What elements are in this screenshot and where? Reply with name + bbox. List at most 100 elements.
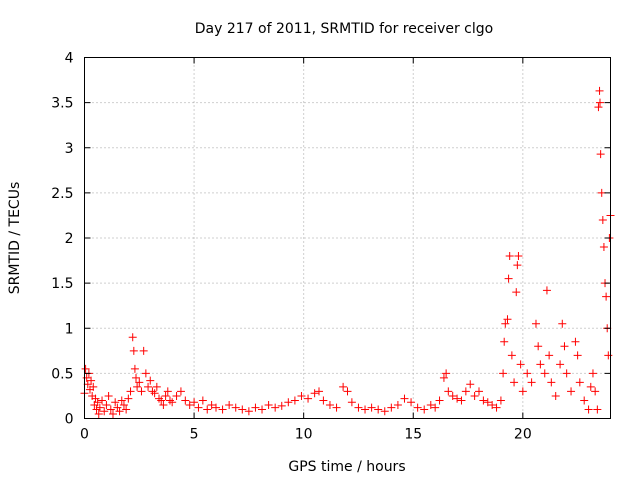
data-point: [512, 288, 521, 297]
data-point: [542, 286, 551, 295]
data-point: [596, 150, 605, 159]
data-point: [534, 342, 543, 351]
data-point: [190, 398, 199, 407]
data-point: [413, 403, 422, 412]
data-point: [203, 405, 212, 414]
data-point: [176, 387, 185, 396]
data-point: [380, 407, 389, 416]
plot-frame: [84, 57, 611, 419]
data-point: [584, 405, 593, 414]
data-point: [148, 387, 157, 396]
y-tick-labels: 0 0.5 1 1.5 2 2.5 3 3.5 4: [51, 51, 73, 428]
data-point: [531, 319, 540, 328]
data-point: [106, 405, 115, 414]
data-point: [503, 315, 512, 324]
y-tick-label: 4: [65, 51, 74, 67]
data-point: [560, 342, 569, 351]
data-point: [504, 274, 513, 283]
data-point: [284, 398, 293, 407]
axis-ticks: [84, 57, 611, 419]
data-point: [393, 400, 402, 409]
data-point: [150, 389, 159, 398]
data-point: [343, 387, 352, 396]
data-point: [453, 394, 462, 403]
y-axis-title: SRMTID / TECUs: [7, 182, 23, 295]
data-point: [567, 387, 576, 396]
data-point: [483, 398, 492, 407]
x-tick-label: 0: [80, 427, 89, 443]
data-point: [507, 351, 516, 360]
data-point: [602, 292, 611, 301]
data-point: [448, 391, 457, 400]
data-point: [367, 403, 376, 412]
data-point: [523, 369, 532, 378]
data-point: [479, 396, 488, 405]
data-point: [94, 409, 103, 418]
data-point: [325, 400, 334, 409]
data-point: [225, 400, 234, 409]
data-point: [137, 387, 146, 396]
data-point: [518, 387, 527, 396]
data-point: [161, 391, 170, 400]
y-tick-label: 3: [65, 141, 74, 157]
chart-title: Day 217 of 2011, SRMTID for receiver clg…: [195, 21, 493, 37]
data-point: [595, 86, 604, 95]
data-point: [119, 400, 128, 409]
data-point: [571, 337, 580, 346]
data-point: [588, 369, 597, 378]
y-tick-label: 1: [65, 321, 74, 337]
data-point: [444, 387, 453, 396]
data-point: [128, 333, 137, 342]
x-tick-label: 20: [514, 427, 532, 443]
data-point: [152, 382, 161, 391]
data-point: [315, 387, 324, 396]
data-point: [163, 387, 172, 396]
data-point: [198, 396, 207, 405]
data-point: [133, 382, 142, 391]
y-tick-label: 3.5: [51, 96, 73, 112]
data-point: [591, 387, 600, 396]
data-point: [251, 403, 260, 412]
y-tick-label: 2.5: [51, 186, 73, 202]
data-point: [207, 400, 216, 409]
data-point: [185, 400, 194, 409]
data-point: [426, 400, 435, 409]
data-point: [332, 403, 341, 412]
data-point: [407, 398, 416, 407]
data-point: [347, 398, 356, 407]
data-point: [499, 369, 508, 378]
data-point: [81, 364, 90, 373]
data-point: [111, 398, 120, 407]
data-point: [159, 400, 168, 409]
data-point: [470, 391, 479, 400]
data-point: [271, 403, 280, 412]
data-point: [400, 394, 409, 403]
x-tick-label: 10: [295, 427, 313, 443]
data-point: [264, 400, 273, 409]
data-point: [108, 409, 117, 418]
data-point: [290, 396, 299, 405]
data-point: [598, 215, 607, 224]
data-point: [132, 373, 141, 382]
data-point: [442, 369, 451, 378]
data-point: [500, 337, 509, 346]
data-point: [501, 319, 510, 328]
data-point: [339, 382, 348, 391]
data-point: [212, 403, 220, 412]
data-point: [475, 387, 483, 396]
x-axis-title: GPS time / hours: [288, 459, 405, 475]
data-point: [102, 400, 111, 409]
data-point: [122, 405, 131, 414]
data-point: [562, 369, 571, 378]
y-tick-label: 1.5: [51, 276, 73, 292]
data-point: [361, 405, 370, 414]
data-point: [586, 382, 595, 391]
x-tick-label: 5: [190, 427, 199, 443]
data-point: [374, 405, 383, 414]
data-point: [575, 378, 584, 387]
data-point: [488, 400, 497, 409]
data-point: [126, 387, 135, 396]
data-point: [83, 380, 92, 389]
data-point: [319, 396, 328, 405]
